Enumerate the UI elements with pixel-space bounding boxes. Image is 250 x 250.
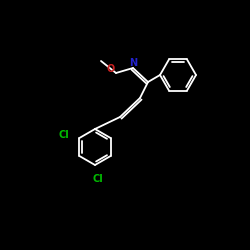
Text: Cl: Cl xyxy=(92,174,104,184)
Text: O: O xyxy=(107,64,115,74)
Text: Cl: Cl xyxy=(58,130,69,140)
Text: N: N xyxy=(129,58,137,68)
